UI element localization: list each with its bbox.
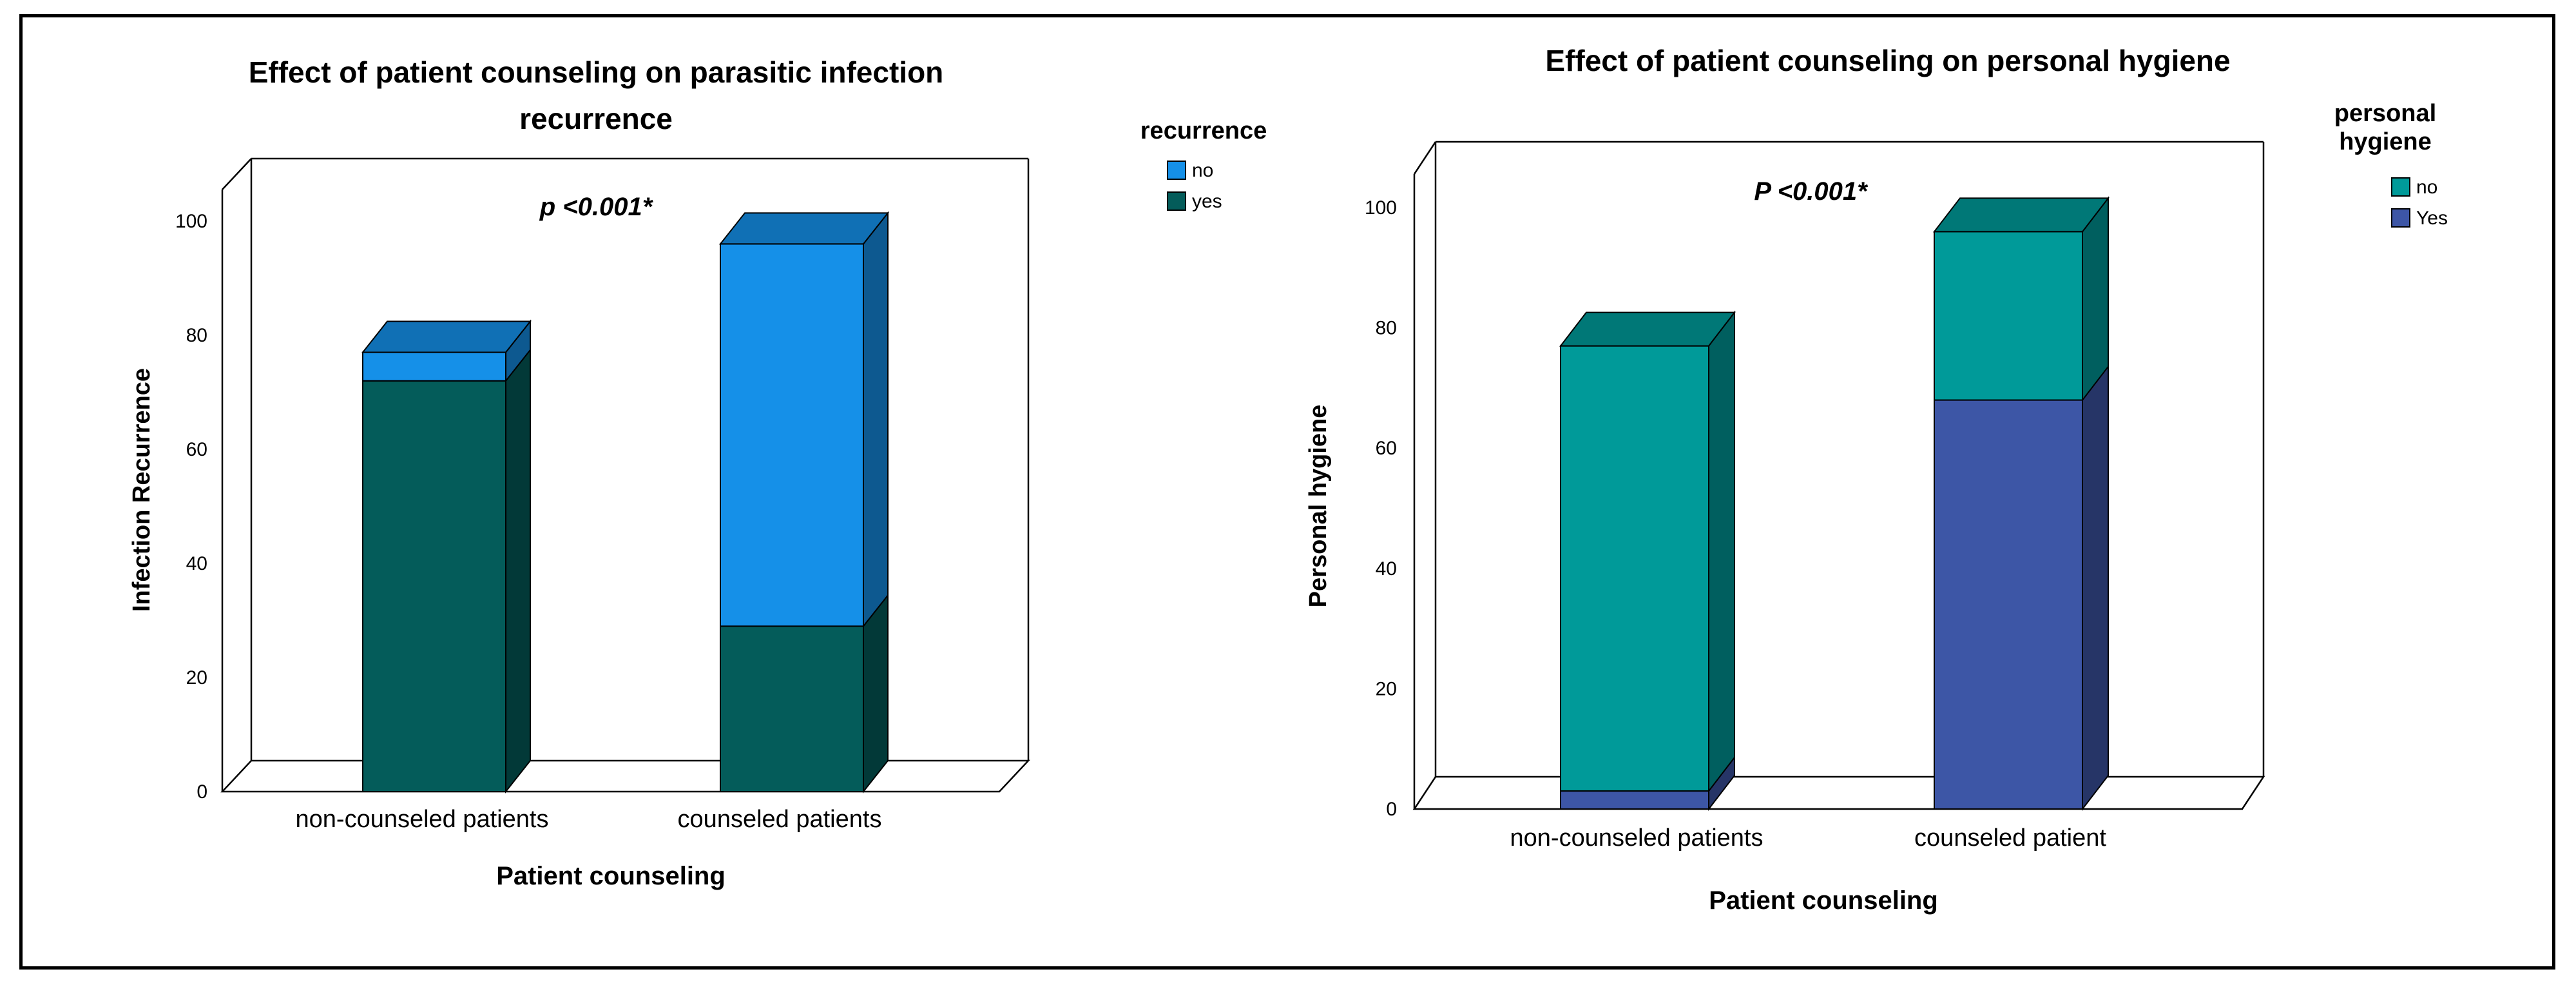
bar-front [1934, 399, 2083, 810]
bar-front [720, 243, 864, 627]
bars [361, 211, 890, 794]
x-axis-label: Patient counseling [496, 862, 726, 890]
y-tick-label: 80 [186, 325, 207, 346]
bar-top [718, 212, 890, 245]
bar-top [361, 320, 532, 353]
legend-label-yes: Yes [2416, 208, 2448, 229]
category-label-1: counseled patients [678, 806, 882, 833]
legend: personal hygiene no Yes [2334, 100, 2448, 229]
legend-label-no: no [1192, 160, 1213, 181]
legend-title: recurrence [1140, 117, 1267, 144]
bar-segment-no-1 [718, 211, 890, 629]
category-label-1: counseled patient [1914, 824, 2106, 852]
bar-side [863, 593, 889, 794]
bar-side [863, 211, 889, 629]
legend-title-line2: hygiene [2339, 128, 2432, 155]
y-tick-label: 20 [1376, 678, 1397, 699]
legend-label-yes: yes [1192, 191, 1222, 212]
legend-swatch-yes [1167, 191, 1186, 211]
category-label-0: non-counseled patients [296, 806, 549, 833]
chart-title: Effect of patient counseling on personal… [1545, 44, 2230, 77]
y-tick-label: 80 [1376, 318, 1397, 339]
y-axis-label: Personal hygiene [1305, 405, 1332, 608]
y-tick-label: 100 [1365, 197, 1397, 219]
bar-side [2082, 196, 2109, 402]
bar-segment-yes-0 [1560, 756, 1735, 811]
y-tick-label: 60 [1376, 438, 1397, 459]
chart-title-line1: Effect of patient counseling on parasiti… [249, 55, 944, 89]
bar-top [1559, 311, 1736, 347]
bar-side [505, 347, 531, 794]
y-tick-label: 40 [186, 553, 207, 574]
bar-front [362, 380, 506, 792]
plot-frame [1412, 141, 2265, 810]
bar-side [1708, 310, 1735, 793]
bar-front [362, 351, 506, 382]
x-axis-label: Patient counseling [1709, 886, 1938, 915]
bar-front [1560, 790, 1709, 810]
legend-label-no: no [2416, 177, 2437, 198]
bar-segment-yes-1 [1934, 364, 2109, 811]
bar-front [1934, 231, 2083, 401]
chart-hygiene: Effect of patient counseling on personal… [1305, 44, 2448, 915]
bar-segment-yes-0 [362, 347, 531, 794]
legend-swatch-no [1167, 161, 1186, 180]
y-tick-label: 0 [1386, 799, 1397, 820]
bar-segment-no-0 [361, 319, 532, 383]
p-value-annotation: P <0.001* [1754, 177, 1869, 206]
chart-title-line2: recurrence [519, 102, 673, 135]
y-axis-label: Infection Recurrence [128, 368, 155, 612]
legend: recurrence no yes [1140, 117, 1267, 212]
y-tick-label: 60 [186, 439, 207, 460]
y-axis-ticks: 0 20 40 60 80 100 [1365, 197, 1397, 820]
chart-recurrence: Effect of patient counseling on parasiti… [128, 55, 1267, 890]
bar-top [1932, 197, 2110, 233]
bar-segment-no-0 [1559, 310, 1736, 793]
bar-segment-no-1 [1932, 196, 2110, 402]
bar-front [720, 625, 864, 792]
p-value-annotation: p <0.001* [539, 193, 654, 221]
bar-front [1560, 345, 1709, 792]
y-tick-label: 100 [175, 211, 207, 232]
bar-side [2082, 364, 2109, 811]
legend-swatch-no [2391, 177, 2410, 197]
y-tick-label: 0 [197, 781, 207, 803]
legend-title-line1: personal [2334, 100, 2436, 127]
category-label-0: non-counseled patients [1510, 824, 1764, 852]
legend-swatch-yes [2391, 208, 2410, 228]
bar-segment-yes-1 [720, 593, 889, 794]
y-tick-label: 40 [1376, 558, 1397, 580]
y-axis-ticks: 0 20 40 60 80 100 [175, 211, 207, 803]
plot-frame [220, 157, 1030, 793]
bars [1559, 196, 2110, 811]
y-tick-label: 20 [186, 667, 207, 688]
